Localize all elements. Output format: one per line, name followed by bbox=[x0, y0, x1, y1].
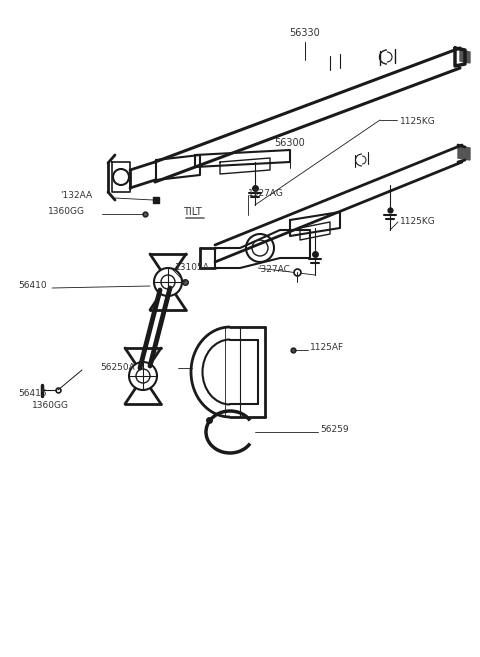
Text: 56300: 56300 bbox=[275, 138, 305, 148]
Text: 56330: 56330 bbox=[289, 28, 320, 38]
Text: 56259: 56259 bbox=[320, 426, 348, 434]
Text: 1125KG: 1125KG bbox=[400, 118, 436, 127]
Text: 1360GG: 1360GG bbox=[32, 401, 69, 410]
Polygon shape bbox=[460, 50, 470, 63]
Text: 1360GG: 1360GG bbox=[48, 208, 85, 217]
Text: 1125AF: 1125AF bbox=[310, 344, 344, 353]
Text: 1125KG: 1125KG bbox=[400, 217, 436, 227]
Text: 13105A: 13105A bbox=[175, 263, 210, 273]
Text: TILT: TILT bbox=[183, 207, 202, 217]
Text: '132AA: '132AA bbox=[60, 191, 92, 200]
Text: 56250A: 56250A bbox=[100, 363, 135, 373]
Text: 56410: 56410 bbox=[18, 281, 47, 290]
Text: 1327AG: 1327AG bbox=[248, 189, 284, 198]
Text: 56415: 56415 bbox=[18, 389, 47, 398]
Polygon shape bbox=[458, 146, 470, 160]
Text: '327AC: '327AC bbox=[258, 265, 290, 275]
